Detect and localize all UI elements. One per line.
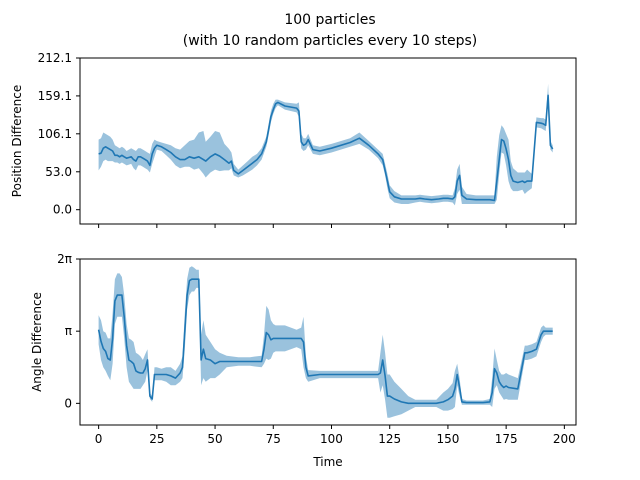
y-tick-label-1-2: 2π	[57, 252, 72, 266]
angle-difference-chart: 0 25 50 75 100 125 150 175 200 0 π 2π Angle Differen…	[30, 252, 577, 469]
confidence-band-1-0	[98, 266, 553, 418]
x-axis-label-1: Time	[312, 455, 342, 469]
series-line-0-0	[98, 94, 554, 202]
y-tick-label-1-1: π	[65, 324, 72, 338]
y-axis-label-0: Position Difference	[10, 85, 24, 197]
position-difference-chart: 0.0 53.0 106.1 159.1 212.1 Position Differenc…	[10, 51, 577, 228]
x-tick-label-1-2: 50	[207, 432, 222, 446]
series-line-1-0	[97, 278, 553, 405]
axes-frame-1	[79, 258, 577, 426]
axes-frame-0	[79, 57, 577, 225]
x-tick-label-1-0: 0	[95, 432, 103, 446]
confidence-band-0-0	[98, 83, 553, 206]
y-tick-label-0-1: 53.0	[45, 165, 72, 179]
y-tick-label-1-0: 0	[64, 396, 72, 410]
y-axis-label-1: Angle Difference	[30, 292, 44, 392]
y-tick-label-0-0: 0.0	[53, 203, 72, 217]
x-tick-label-1-4: 100	[320, 432, 343, 446]
x-tick-label-1-5: 125	[378, 432, 401, 446]
x-tick-label-1-6: 150	[436, 432, 459, 446]
figure-title-line-2: (with 10 random particles every 10 steps…	[183, 33, 477, 49]
x-tick-label-1-8: 200	[553, 432, 576, 446]
figure-title-line-1: 100 particles	[284, 12, 375, 28]
x-tick-label-1-7: 175	[495, 432, 518, 446]
y-tick-label-0-4: 212.1	[38, 51, 72, 65]
y-tick-label-0-2: 106.1	[38, 127, 72, 141]
x-tick-label-1-3: 75	[266, 432, 281, 446]
y-tick-label-0-3: 159.1	[38, 89, 72, 103]
x-tick-label-1-1: 25	[149, 432, 164, 446]
